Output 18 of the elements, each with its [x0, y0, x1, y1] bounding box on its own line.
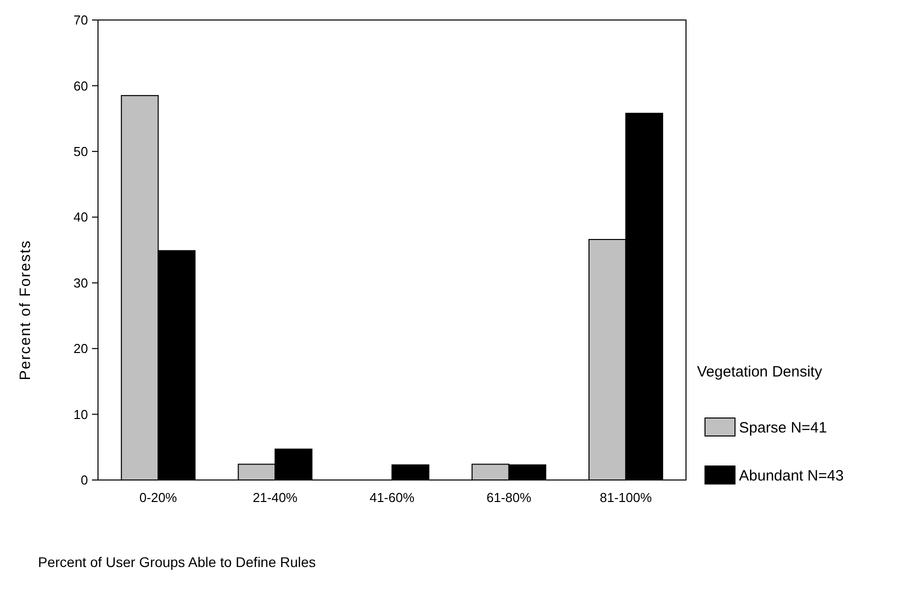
x-tick-label: 81-100% — [600, 490, 652, 505]
y-tick-label: 70 — [74, 12, 88, 28]
y-tick-label: 30 — [74, 275, 88, 290]
y-tick-label: 20 — [74, 341, 88, 356]
x-axis-title: Percent of User Groups Able to Define Rules — [38, 554, 316, 570]
y-tick-label: 60 — [74, 78, 88, 94]
y-tick-label: 40 — [74, 210, 88, 225]
x-tick-label: 61-80% — [486, 490, 532, 505]
y-tick-label: 50 — [74, 144, 88, 159]
legend-label: Abundant N=43 — [739, 467, 844, 484]
legend-title: Vegetation Density — [697, 363, 823, 380]
x-tick-label: 41-60% — [370, 490, 415, 505]
y-tick-label: 0 — [80, 472, 88, 488]
y-axis-title: Percent of Forests — [17, 240, 34, 380]
y-tick-label: 10 — [74, 406, 88, 422]
x-tick-label: 21-40% — [252, 490, 298, 505]
x-tick-label: 0-20% — [139, 490, 178, 505]
legend-label: Sparse N=41 — [739, 419, 827, 436]
